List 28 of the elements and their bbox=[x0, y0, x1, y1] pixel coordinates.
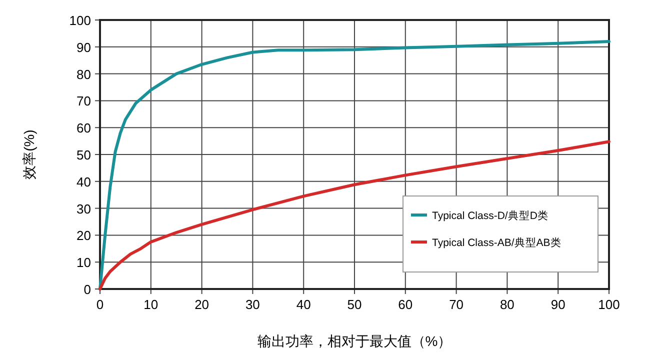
line-series bbox=[98, 140, 610, 290]
y-tick-label: 70 bbox=[76, 94, 91, 109]
y-tick-label: 0 bbox=[84, 282, 91, 297]
x-tick-label: 40 bbox=[296, 297, 311, 312]
x-tick-label: 60 bbox=[398, 297, 413, 312]
x-tick-label: 70 bbox=[449, 297, 464, 312]
y-tick-label: 60 bbox=[76, 120, 91, 136]
x-tick-label: 30 bbox=[245, 297, 260, 312]
y-tick-label: 20 bbox=[76, 228, 91, 244]
y-tick-label: 50 bbox=[76, 148, 91, 162]
x-tick-label: 20 bbox=[194, 297, 210, 312]
y-tick-label: 90 bbox=[76, 40, 91, 55]
legend-label: Typical Class-AB/典型AB类 bbox=[432, 236, 562, 249]
y-tick-label: 80 bbox=[76, 66, 91, 82]
x-tick-label: 100 bbox=[598, 297, 620, 312]
y-tick-label: 10 bbox=[76, 255, 91, 270]
x-tick-label: 90 bbox=[550, 297, 566, 312]
legend-label: Typical Class-D/典型D类 bbox=[432, 209, 548, 222]
y-tick-label: 30 bbox=[76, 201, 91, 216]
x-tick-label: 50 bbox=[347, 297, 362, 312]
x-tick-label: 0 bbox=[96, 297, 104, 312]
x-axis-title: 输出功率，相对于最大值（%） bbox=[257, 333, 452, 349]
y-tick-label: 40 bbox=[76, 174, 91, 190]
y-tick-label: 100 bbox=[69, 13, 91, 28]
y-axis-title: 效率(%) bbox=[21, 130, 37, 180]
line-series bbox=[98, 40, 610, 290]
x-tick-label: 10 bbox=[144, 297, 158, 312]
x-tick-label: 80 bbox=[500, 297, 514, 312]
